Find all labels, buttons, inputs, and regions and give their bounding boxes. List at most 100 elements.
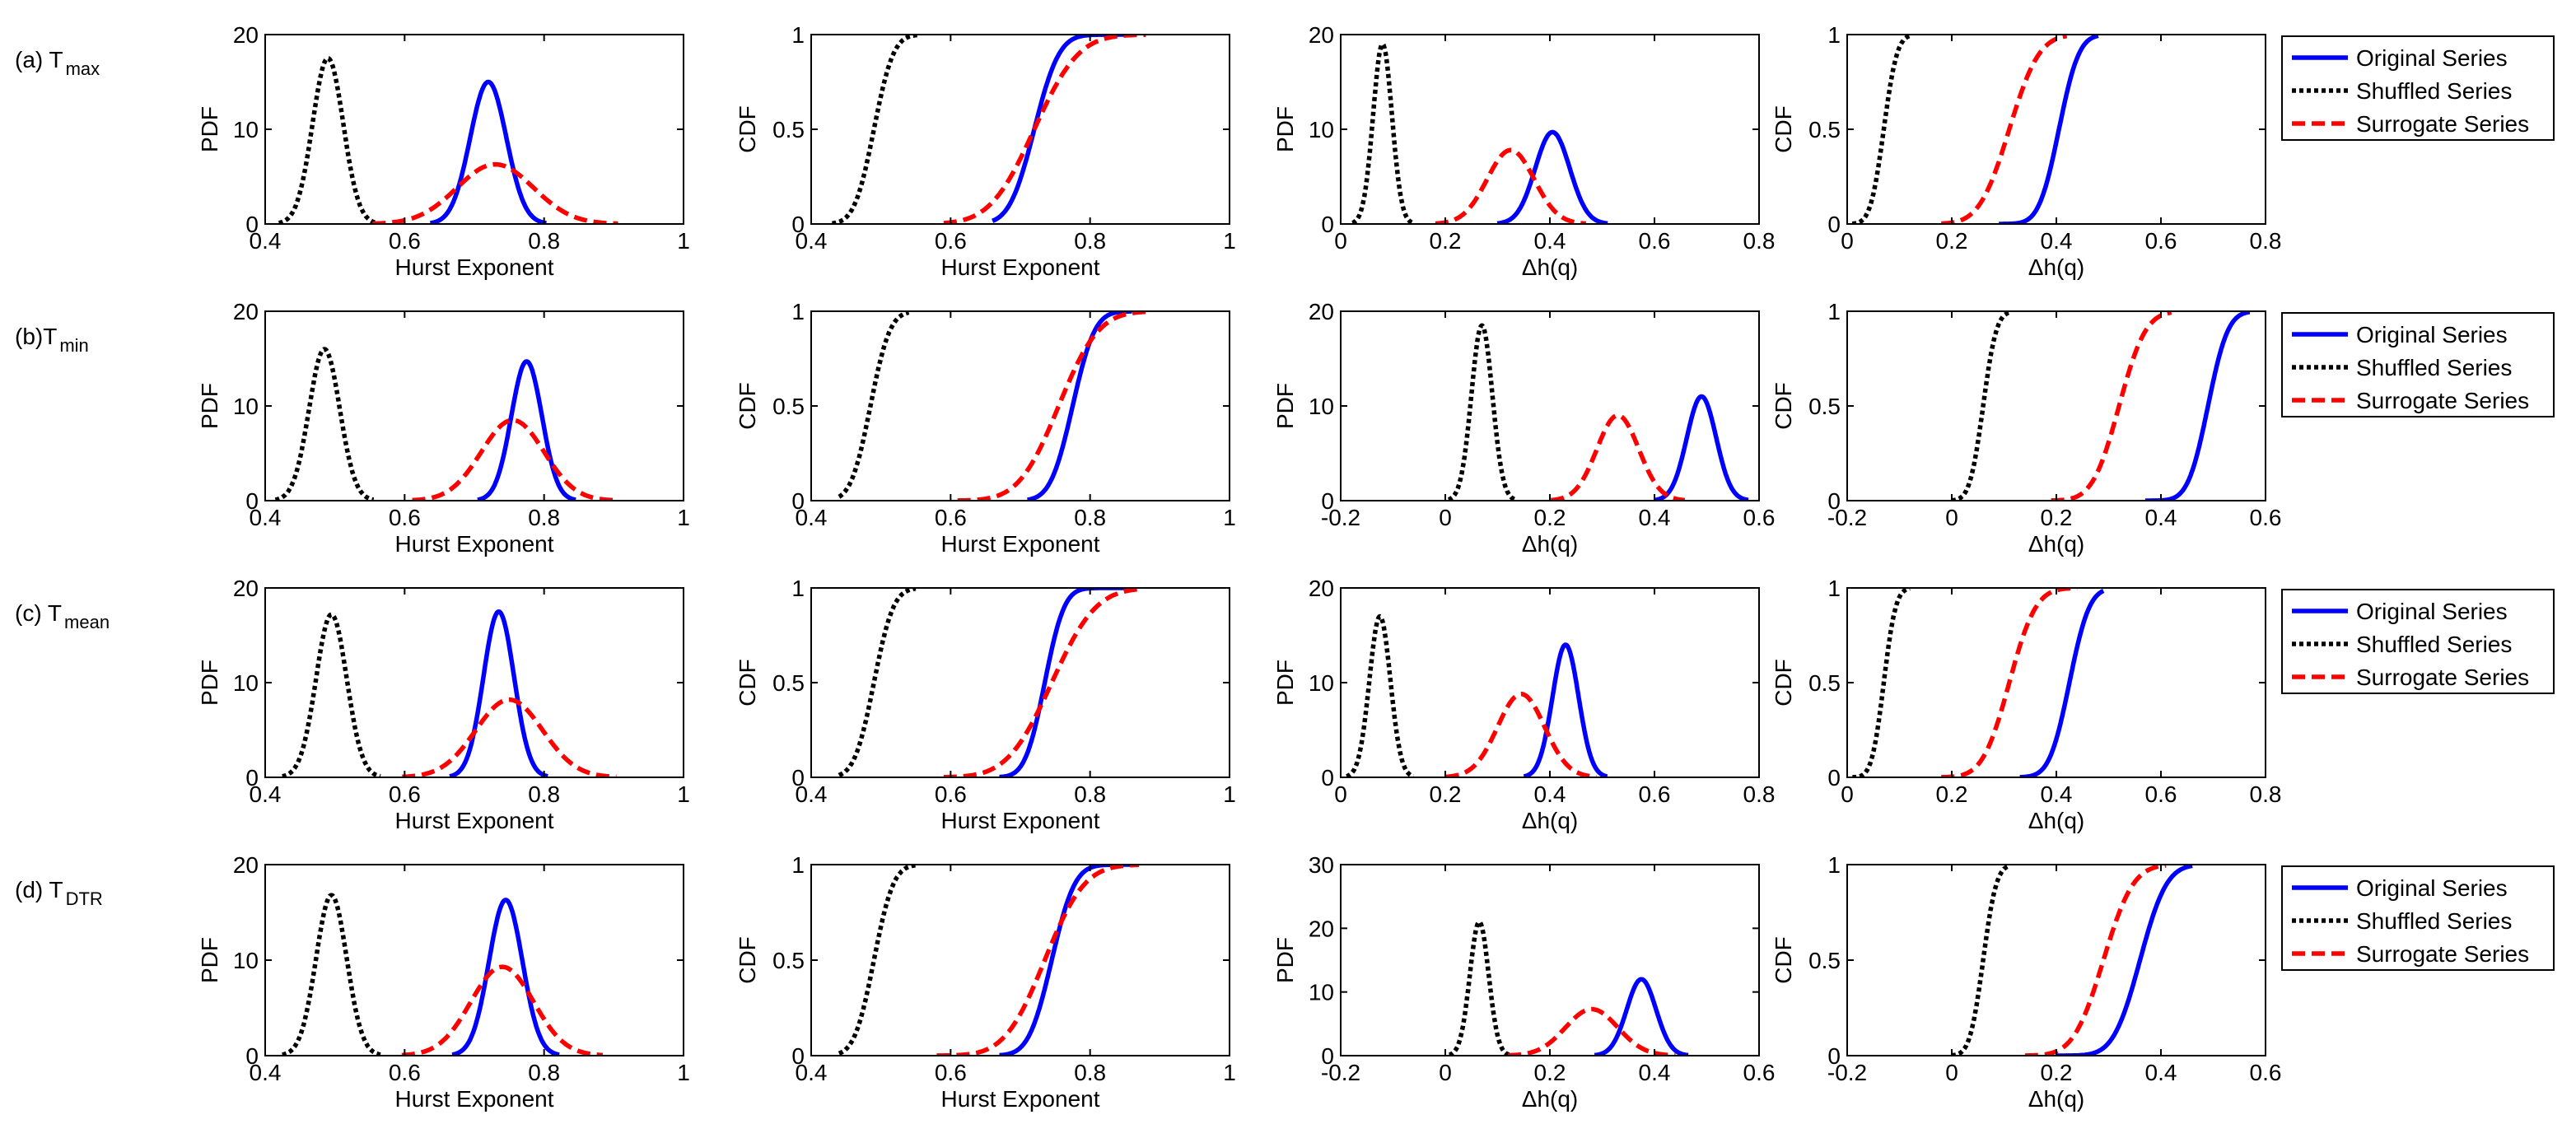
x-tick-label: 0.6 — [935, 1060, 967, 1085]
y-tick-label: 0 — [245, 212, 259, 237]
series-line — [1025, 311, 1134, 501]
x-tick-label: 0.8 — [528, 228, 560, 254]
x-axis-label: Δh(q) — [1522, 531, 1579, 557]
y-tick-label: 10 — [233, 670, 259, 696]
x-axis-label: Δh(q) — [1522, 808, 1579, 833]
x-tick-label: 0.6 — [389, 781, 421, 807]
y-tick-label: 0.5 — [772, 117, 805, 142]
legend-label: Shuffled Series — [2356, 908, 2512, 934]
row-label: (d) T DTR — [15, 877, 103, 909]
y-axis-label: PDF — [1272, 383, 1298, 429]
x-tick-label: 0.8 — [528, 781, 560, 807]
y-tick-label: 20 — [233, 22, 259, 48]
series-line — [401, 697, 617, 777]
x-tick-label: 0.2 — [1534, 1060, 1566, 1085]
x-axis-label: Hurst Exponent — [941, 808, 1100, 833]
x-tick-label: 0 — [1439, 505, 1452, 530]
x-axis-label: Δh(q) — [2028, 1086, 2085, 1112]
series-line — [1434, 147, 1588, 224]
x-tick-label: 0.8 — [1074, 781, 1106, 807]
series-line — [837, 311, 911, 499]
legend-label: Surrogate Series — [2356, 111, 2529, 137]
y-tick-label: 20 — [1309, 299, 1334, 324]
x-axis-label: Hurst Exponent — [395, 254, 554, 280]
x-tick-label: 0.6 — [389, 228, 421, 254]
x-tick-label: -0.2 — [1827, 1060, 1867, 1085]
series-line — [943, 588, 1140, 777]
y-axis-label: PDF — [197, 106, 222, 152]
x-tick-label: 0 — [1841, 781, 1854, 807]
legend-label: Original Series — [2356, 45, 2508, 71]
x-tick-label: 1 — [1223, 1060, 1236, 1085]
y-axis-label: PDF — [1272, 937, 1298, 983]
y-tick-label: 20 — [233, 576, 259, 601]
series-line — [1446, 323, 1518, 501]
x-axis-label: Hurst Exponent — [395, 808, 554, 833]
legend-label: Shuffled Series — [2356, 355, 2512, 380]
y-tick-label: 1 — [1827, 852, 1841, 878]
x-tick-label: 0.4 — [1534, 228, 1566, 254]
x-tick-label: 1 — [1223, 505, 1236, 530]
x-tick-label: 0.2 — [1936, 781, 1968, 807]
y-tick-label: 0 — [1321, 212, 1334, 237]
series-line — [936, 865, 1140, 1056]
y-tick-label: 20 — [1309, 22, 1334, 48]
x-axis-label: Δh(q) — [2028, 808, 2085, 833]
series-line — [837, 865, 917, 1056]
legend-label: Shuffled Series — [2356, 632, 2512, 657]
y-tick-label: 0.5 — [1808, 394, 1841, 419]
x-tick-label: 0.4 — [250, 781, 282, 807]
y-tick-label: 1 — [791, 576, 805, 601]
series-line — [1850, 588, 1912, 777]
x-tick-label: 0.4 — [2041, 781, 2073, 807]
series-line — [428, 79, 548, 224]
x-tick-label: 1 — [677, 228, 690, 254]
x-tick-label: 0 — [1841, 228, 1854, 254]
x-tick-label: 0.4 — [2145, 1060, 2177, 1085]
y-axis-label: CDF — [1771, 659, 1796, 707]
series-line — [998, 588, 1133, 777]
x-tick-label: 0.6 — [1743, 1060, 1776, 1085]
y-tick-label: 20 — [233, 299, 259, 324]
series-line — [1949, 311, 2012, 501]
x-tick-label: 0.4 — [796, 505, 828, 530]
x-tick-label: 0.6 — [389, 1060, 421, 1085]
subplot: 0.4 0.6 0.8 1 0 0.5 1 Hurst Exponent CDF — [735, 22, 1236, 280]
y-tick-label: 0.5 — [1808, 670, 1841, 696]
y-tick-label: 0.5 — [1808, 117, 1841, 142]
x-tick-label: 0.2 — [2041, 505, 2073, 530]
x-axis-label: Hurst Exponent — [395, 531, 554, 557]
x-tick-label: 1 — [1223, 228, 1236, 254]
axes-frame — [1846, 587, 2266, 778]
subplot: 0 0.2 0.4 0.6 0.8 0 10 20 Δh(q) PDF — [1272, 576, 1775, 833]
x-axis-label: Hurst Exponent — [941, 1086, 1100, 1112]
series-line — [2023, 865, 2168, 1056]
x-tick-label: 0.4 — [796, 781, 828, 807]
x-tick-label: 0 — [1945, 505, 1958, 530]
y-axis-label: CDF — [735, 382, 760, 430]
series-line — [1444, 692, 1598, 777]
x-tick-label: 0.4 — [2145, 505, 2177, 530]
y-axis-label: PDF — [197, 937, 222, 983]
y-tick-label: 0.5 — [772, 394, 805, 419]
x-tick-label: 0.8 — [528, 1060, 560, 1085]
y-axis-label: CDF — [1771, 382, 1796, 430]
series-line — [991, 35, 1133, 223]
y-tick-label: 0 — [245, 488, 259, 514]
x-tick-label: 0.4 — [796, 228, 828, 254]
x-tick-label: 1 — [677, 781, 690, 807]
x-tick-label: 0 — [1334, 781, 1347, 807]
y-tick-label: 0 — [791, 488, 805, 514]
subplot: 0.4 0.6 0.8 1 0 0.5 1 Hurst Exponent CDF — [735, 852, 1236, 1112]
legend-label: Surrogate Series — [2356, 665, 2529, 690]
y-tick-label: 0 — [791, 212, 805, 237]
series-line — [998, 865, 1133, 1056]
